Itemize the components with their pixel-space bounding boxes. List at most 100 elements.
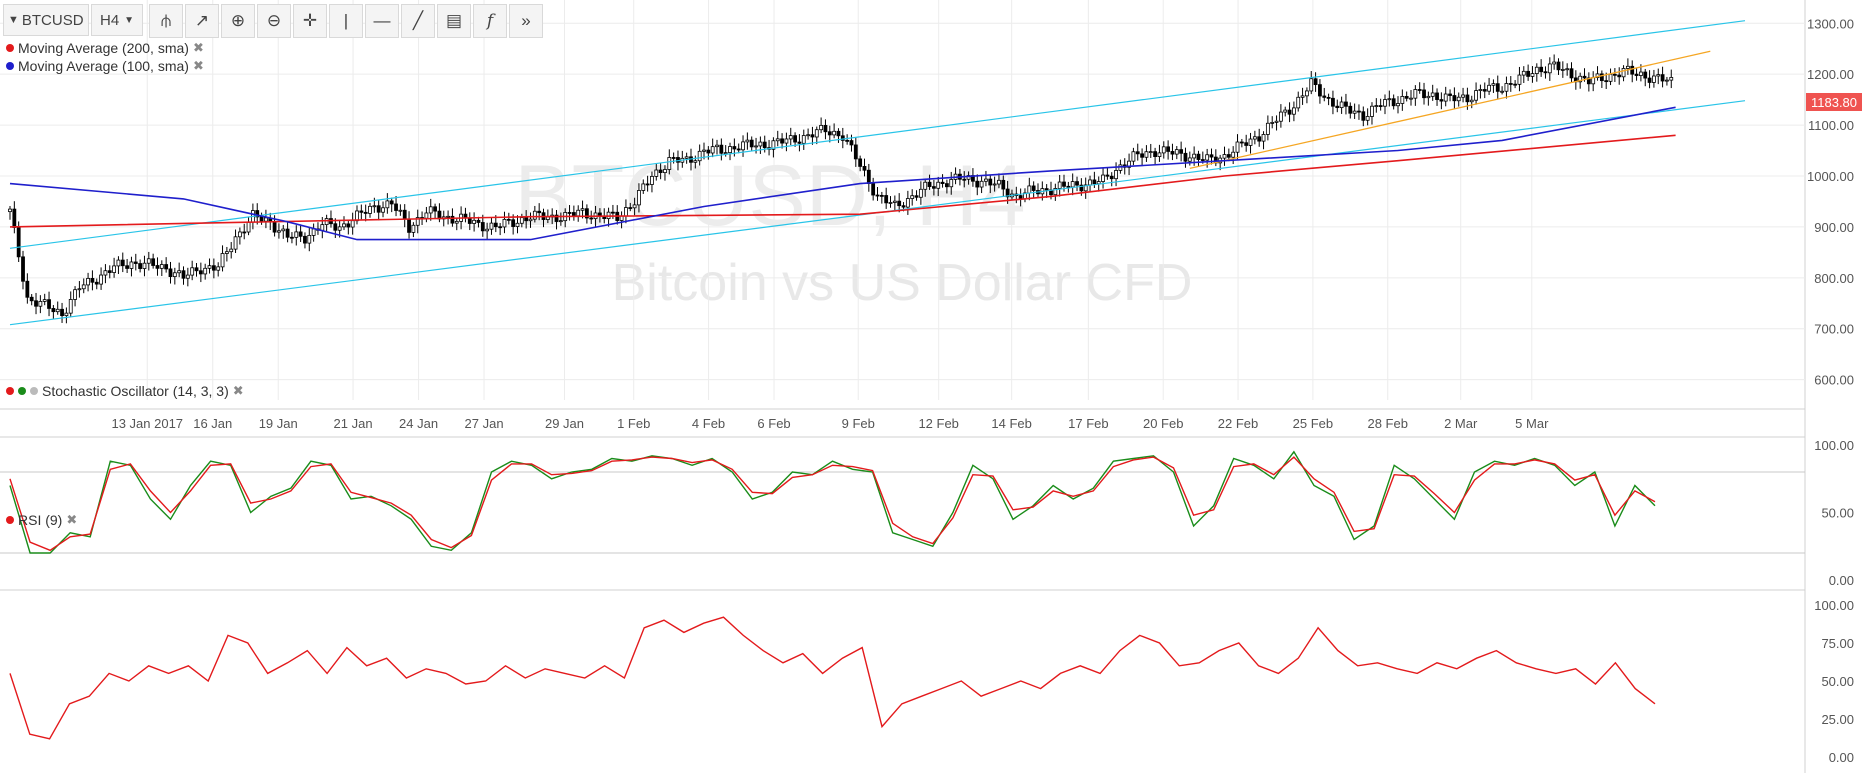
candle-body: [780, 138, 784, 144]
candle-body: [1305, 90, 1309, 97]
candle-body: [1127, 160, 1131, 168]
candle-body: [389, 200, 394, 205]
candle-body: [814, 129, 819, 138]
fib-button[interactable]: ▤: [437, 4, 471, 38]
candle-body: [853, 144, 858, 160]
zoom-out-button[interactable]: ⊖: [257, 4, 291, 38]
candle-body: [1530, 73, 1535, 77]
legend-rsi[interactable]: RSI (9) ✖: [6, 512, 77, 528]
legend-ma200[interactable]: Moving Average (200, sma) ✖: [6, 40, 204, 56]
candle-body: [719, 144, 724, 154]
candle-body: [840, 135, 845, 141]
close-icon[interactable]: ✖: [232, 383, 244, 398]
candle-body: [1630, 65, 1635, 75]
candle-body: [506, 218, 511, 221]
candle-body: [1062, 181, 1066, 187]
candle-body: [1205, 154, 1210, 161]
candle-body: [381, 207, 385, 213]
candle-body: [1261, 134, 1266, 142]
candle-body: [1357, 110, 1361, 113]
candle-body: [1565, 68, 1570, 71]
interval-selector[interactable]: H4 ▼: [91, 4, 143, 36]
y-tick-label: 1200.00: [1807, 67, 1854, 82]
candle-body: [671, 157, 676, 159]
candle-body: [1552, 61, 1557, 65]
symbol-selector[interactable]: ▼ BTCUSD: [3, 4, 89, 36]
candle-body: [511, 219, 516, 227]
trend-line-button[interactable]: ╱: [401, 4, 435, 38]
y-tick-label: 700.00: [1814, 322, 1854, 337]
candle-body: [1504, 83, 1509, 92]
candle-body: [1066, 185, 1071, 188]
candle-body: [1669, 77, 1674, 81]
candle-body: [1383, 99, 1387, 107]
candle-body: [732, 146, 737, 150]
candle-body: [1508, 83, 1513, 85]
candle-body: [1222, 154, 1227, 159]
candle-body: [762, 141, 767, 149]
candle-body: [793, 135, 797, 143]
candle-body: [86, 278, 90, 286]
compare-icon: ↗: [194, 11, 210, 30]
vertical-line-button[interactable]: |: [329, 4, 363, 38]
watermark-symbol: BTCUSD, H4: [514, 148, 1025, 244]
rsi-y-tick-label: 100.00: [1814, 598, 1854, 613]
candle-body: [1296, 96, 1301, 109]
close-icon[interactable]: ✖: [192, 40, 204, 55]
candle-body: [1179, 149, 1184, 154]
candle-body: [485, 228, 490, 232]
candle-body: [871, 183, 876, 196]
legend-ma100[interactable]: Moving Average (100, sma) ✖: [6, 58, 204, 74]
candle-body: [1617, 74, 1622, 78]
candle-body: [1153, 151, 1157, 157]
indicators-button[interactable]: ⫛: [149, 4, 183, 38]
more-button[interactable]: »: [509, 4, 543, 38]
candle-body: [428, 206, 433, 214]
stoch-k-line: [9, 450, 1656, 554]
candle-body: [1400, 96, 1405, 104]
candle-body: [1109, 175, 1114, 180]
candle-body: [454, 220, 459, 224]
candle-body: [697, 150, 702, 162]
candle-body: [1500, 90, 1504, 93]
candle-body: [584, 208, 589, 219]
legend-stochastic[interactable]: Stochastic Oscillator (14, 3, 3) ✖: [6, 383, 244, 399]
candle-body: [706, 149, 711, 154]
last-price-badge: 1183.80: [1806, 93, 1862, 111]
compare-button[interactable]: ↗: [185, 4, 219, 38]
zoom-in-button[interactable]: ⊕: [221, 4, 255, 38]
horizontal-line-button[interactable]: —: [365, 4, 399, 38]
candle-body: [923, 181, 928, 190]
candle-body: [892, 200, 897, 203]
candle-body: [359, 210, 364, 213]
candle-body: [875, 194, 880, 197]
candle-body: [1170, 151, 1175, 155]
symbol-caret-icon: ▼: [8, 14, 19, 26]
candle-body: [775, 138, 780, 142]
candle-body: [641, 183, 646, 191]
candle-body: [832, 130, 837, 136]
function-button[interactable]: f: [473, 4, 507, 38]
rsi-y-tick-label: 50.00: [1821, 674, 1854, 689]
x-tick-label: 2 Mar: [1444, 416, 1478, 431]
candle-body: [1560, 68, 1565, 71]
candle-body: [1582, 75, 1587, 79]
candle-body: [90, 278, 95, 283]
candle-body: [129, 261, 134, 269]
legend-stochastic-label: Stochastic Oscillator (14, 3, 3): [42, 383, 229, 399]
close-icon[interactable]: ✖: [66, 512, 78, 527]
candle-body: [1278, 111, 1283, 122]
close-icon[interactable]: ✖: [192, 58, 204, 73]
trend-line: [1189, 50, 1711, 170]
candle-body: [246, 221, 251, 233]
stoch-y-tick-label: 100.00: [1814, 438, 1854, 453]
candle-body: [658, 169, 663, 174]
crosshair-button[interactable]: ✛: [293, 4, 327, 38]
rsi-dot-icon: [6, 516, 14, 524]
x-tick-label: 16 Jan: [193, 416, 232, 431]
candle-body: [220, 253, 225, 268]
candle-body: [567, 212, 572, 214]
candle-body: [1569, 68, 1574, 79]
rsi-y-tick-label: 25.00: [1821, 712, 1854, 727]
